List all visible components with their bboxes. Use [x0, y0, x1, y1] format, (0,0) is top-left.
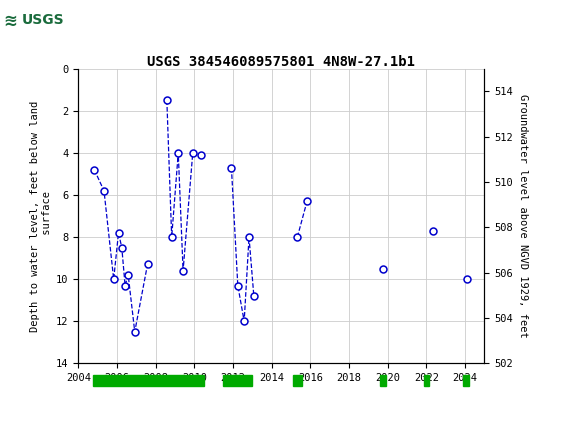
- Y-axis label: Depth to water level, feet below land
 surface: Depth to water level, feet below land su…: [30, 101, 52, 332]
- Bar: [93, 375, 204, 387]
- Bar: [292, 375, 302, 387]
- Text: USGS 384546089575801 4N8W-27.1b1: USGS 384546089575801 4N8W-27.1b1: [147, 55, 415, 69]
- Bar: [424, 375, 429, 387]
- Y-axis label: Groundwater level above NGVD 1929, feet: Groundwater level above NGVD 1929, feet: [519, 94, 528, 338]
- Bar: [463, 375, 469, 387]
- Text: ≋: ≋: [3, 12, 17, 29]
- Legend: Period of approved data: Period of approved data: [181, 427, 382, 430]
- Bar: [223, 375, 252, 387]
- Bar: [3, 3, 78, 37]
- Bar: [379, 375, 386, 387]
- Text: USGS: USGS: [22, 13, 64, 28]
